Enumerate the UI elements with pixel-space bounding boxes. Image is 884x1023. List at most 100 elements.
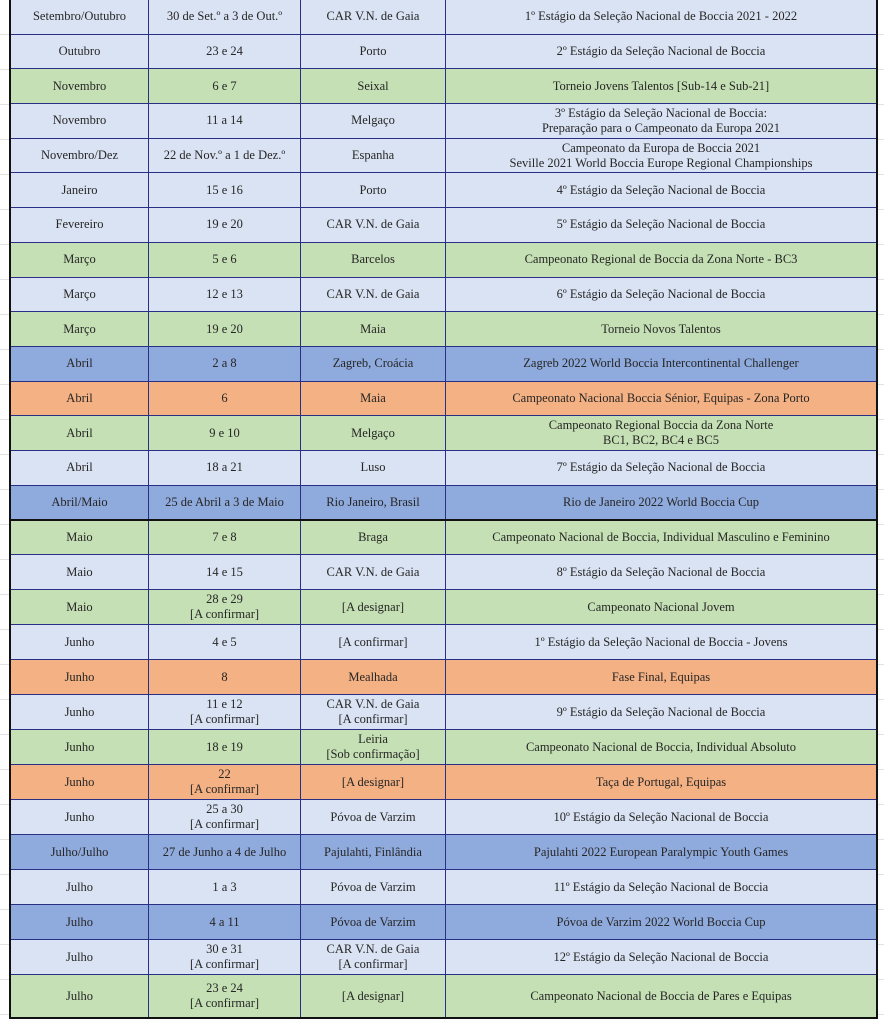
event-cell: 9º Estágio da Seleção Nacional de Boccia <box>445 694 878 731</box>
place-cell: CAR V.N. de Gaia <box>300 0 446 35</box>
month-cell: Março <box>9 311 149 347</box>
dates-cell: 14 e 15 <box>148 554 301 591</box>
month-cell: Outubro <box>9 33 149 70</box>
month-cell: Maio <box>9 589 149 626</box>
place-cell-line: Póvoa de Varzim <box>330 879 416 894</box>
place-cell: [A designar] <box>300 764 446 801</box>
dates-cell-line: 12 e 13 <box>206 286 243 301</box>
event-cell: Campeonato Nacional de Boccia, Individua… <box>445 518 878 556</box>
event-cell-line: Campeonato Nacional de Boccia, Individua… <box>525 739 797 754</box>
dates-cell-line: 23 e 24 <box>206 981 243 996</box>
dates-cell: 11 e 12 [A confirmar] <box>148 694 301 731</box>
event-cell-line: Fase Final, Equipas <box>611 669 711 684</box>
dates-cell-line: 9 e 10 <box>209 425 240 440</box>
event-cell-line: 8º Estágio da Seleção Nacional de Boccia <box>556 564 766 579</box>
event-cell-line: Torneio Novos Talentos <box>601 321 721 336</box>
place-cell-line: [A confirmar] <box>338 957 408 972</box>
event-cell: 7º Estágio da Seleção Nacional de Boccia <box>445 449 878 486</box>
dates-cell-line: 1 a 3 <box>212 879 237 894</box>
table-row: Junho 8 Mealhada Fase Final, Equipas <box>9 659 878 696</box>
dates-cell: 4 a 11 <box>148 904 301 941</box>
month-cell: Abril <box>9 449 149 486</box>
dates-cell: 8 <box>148 659 301 696</box>
table-row: Junho 25 a 30 [A confirmar] Póvoa de Varzim… <box>9 799 878 836</box>
month-cell-line: Julho/Julho <box>50 844 109 859</box>
dates-cell-line: 11 e 12 <box>206 697 243 712</box>
dates-cell: 6 e 7 <box>148 68 301 105</box>
event-cell: 5º Estágio da Seleção Nacional de Boccia <box>445 207 878 243</box>
month-cell: Fevereiro <box>9 207 149 243</box>
month-cell-line: Junho <box>64 809 95 824</box>
event-cell-line: Campeonato Regional de Boccia da Zona No… <box>524 252 798 267</box>
month-cell-line: Novembro <box>52 78 107 93</box>
event-cell-line: 2º Estágio da Seleção Nacional de Boccia <box>556 44 766 59</box>
month-cell: Junho <box>9 729 149 766</box>
event-cell-line: Seville 2021 World Boccia Europe Regiona… <box>509 155 813 170</box>
month-cell: Novembro/Dez <box>9 137 149 174</box>
place-cell-line: Barcelos <box>351 252 395 267</box>
place-cell-line: Zagreb, Croácia <box>332 356 414 371</box>
event-cell: 3º Estágio da Seleção Nacional de Boccia… <box>445 103 878 139</box>
place-cell-line: Pajulahti, Finlândia <box>324 844 422 859</box>
place-cell-line: [A designar] <box>341 774 405 789</box>
dates-cell-line: 25 a 30 <box>206 802 243 817</box>
dates-cell-line: 7 e 8 <box>212 530 237 545</box>
event-cell: 12º Estágio da Seleção Nacional de Bocci… <box>445 939 878 976</box>
dates-cell-line: 15 e 16 <box>206 182 243 197</box>
dates-cell: 22 de Nov.º a 1 de Dez.º <box>148 137 301 174</box>
month-cell: Julho/Julho <box>9 834 149 871</box>
dates-cell-line: [A confirmar] <box>189 782 260 797</box>
month-cell: Abril/Maio <box>9 484 149 521</box>
table-row: Fevereiro 19 e 20 CAR V.N. de Gaia 5º Estág… <box>9 207 878 243</box>
table-row: Novembro 6 e 7 Seixal Torneio Jovens Talent… <box>9 68 878 105</box>
month-cell: Abril <box>9 415 149 451</box>
dates-cell: 9 e 10 <box>148 415 301 451</box>
event-cell: 6º Estágio da Seleção Nacional de Boccia <box>445 276 878 313</box>
event-cell: Campeonato Nacional Jovem <box>445 589 878 626</box>
dates-cell: 2 a 8 <box>148 345 301 382</box>
month-cell-line: Abril <box>66 460 93 475</box>
dates-cell-line: 19 e 20 <box>206 321 243 336</box>
month-cell-line: Abril <box>66 356 93 371</box>
dates-cell-line: 30 de Set.º a 3 de Out.º <box>166 9 283 24</box>
place-cell-line: [A designar] <box>341 599 405 614</box>
month-cell-line: Julho <box>65 988 94 1003</box>
month-cell-line: Janeiro <box>61 182 98 197</box>
place-cell-line: [A confirmar] <box>338 712 408 727</box>
event-cell-line: 1º Estágio da Seleção Nacional de Boccia… <box>534 634 788 649</box>
place-cell-line: Leiria <box>358 732 388 747</box>
event-cell-line: 7º Estágio da Seleção Nacional de Boccia <box>556 460 766 475</box>
place-cell-line: [Sob confirmação] <box>326 747 420 762</box>
table-row: Junho 4 e 5 [A confirmar] 1º Estágio da Sel… <box>9 624 878 661</box>
event-cell-line: Torneio Jovens Talentos [Sub-14 e Sub-21… <box>552 78 770 93</box>
event-cell-line: Campeonato da Europa de Boccia 2021 <box>561 140 761 155</box>
place-cell: [A designar] <box>300 589 446 626</box>
table-row: Outubro 23 e 24 Porto 2º Estágio da Seleção… <box>9 33 878 70</box>
table-row: Julho 4 a 11 Póvoa de Varzim Póvoa de Varzi… <box>9 904 878 941</box>
dates-cell: 7 e 8 <box>148 518 301 556</box>
place-cell-line: CAR V.N. de Gaia <box>326 217 420 232</box>
place-cell-line: Póvoa de Varzim <box>330 809 416 824</box>
month-cell-line: Junho <box>64 634 95 649</box>
table-row: Julho/Julho 27 de Junho a 4 de Julho Pajul… <box>9 834 878 871</box>
place-cell-line: Rio Janeiro, Brasil <box>326 494 420 509</box>
table-row: Novembro/Dez 22 de Nov.º a 1 de Dez.º Espa… <box>9 137 878 174</box>
event-cell: Pajulahti 2022 European Paralympic Youth… <box>445 834 878 871</box>
dates-cell: 11 a 14 <box>148 103 301 139</box>
month-cell: Abril <box>9 345 149 382</box>
event-cell: 1º Estágio da Seleção Nacional de Boccia… <box>445 0 878 35</box>
dates-cell-line: 4 e 5 <box>212 634 237 649</box>
event-cell-line: Campeonato Regional Boccia da Zona Norte <box>548 418 774 433</box>
dates-cell: 22 [A confirmar] <box>148 764 301 801</box>
dates-cell: 23 e 24 [A confirmar] <box>148 974 301 1019</box>
month-cell: Julho <box>9 939 149 976</box>
table-row: Setembro/Outubro 30 de Set.º a 3 de Out.º… <box>9 0 878 35</box>
event-cell: 1º Estágio da Seleção Nacional de Boccia… <box>445 624 878 661</box>
month-cell: Maio <box>9 518 149 556</box>
month-cell: Junho <box>9 694 149 731</box>
month-cell-line: Junho <box>64 704 95 719</box>
event-cell-line: 1º Estágio da Seleção Nacional de Boccia… <box>524 9 798 24</box>
table-row: Abril/Maio 25 de Abril a 3 de Maio Rio Jan… <box>9 484 878 521</box>
dates-cell-line: 6 <box>221 390 228 405</box>
place-cell: [A confirmar] <box>300 624 446 661</box>
